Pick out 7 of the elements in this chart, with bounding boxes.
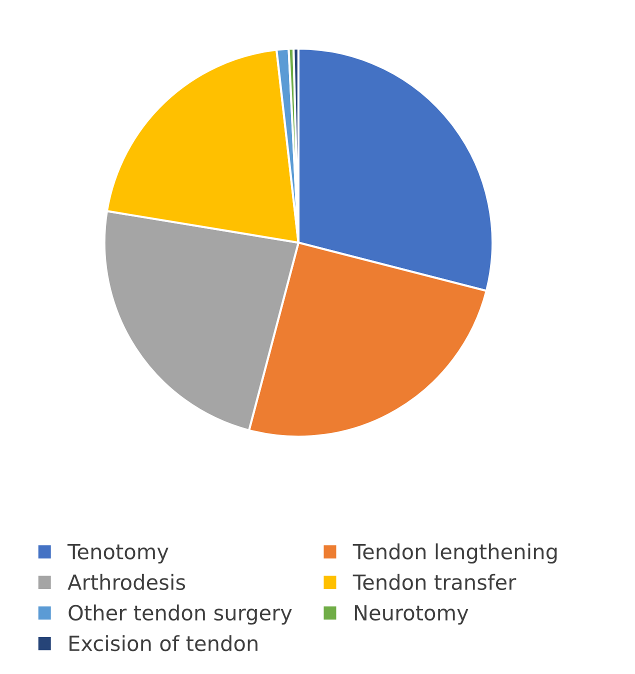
legend-label: Other tendon surgery	[68, 604, 292, 625]
legend-label: Excision of tendon	[70, 635, 258, 652]
legend-label: Neurotomy	[354, 605, 468, 625]
legend-label: Arthrodesis	[68, 574, 186, 590]
legend-label: Tendon transfer	[352, 574, 516, 590]
legend-label: Tendon lengthening	[352, 543, 557, 564]
legend-label: Tenotomy	[67, 544, 168, 564]
